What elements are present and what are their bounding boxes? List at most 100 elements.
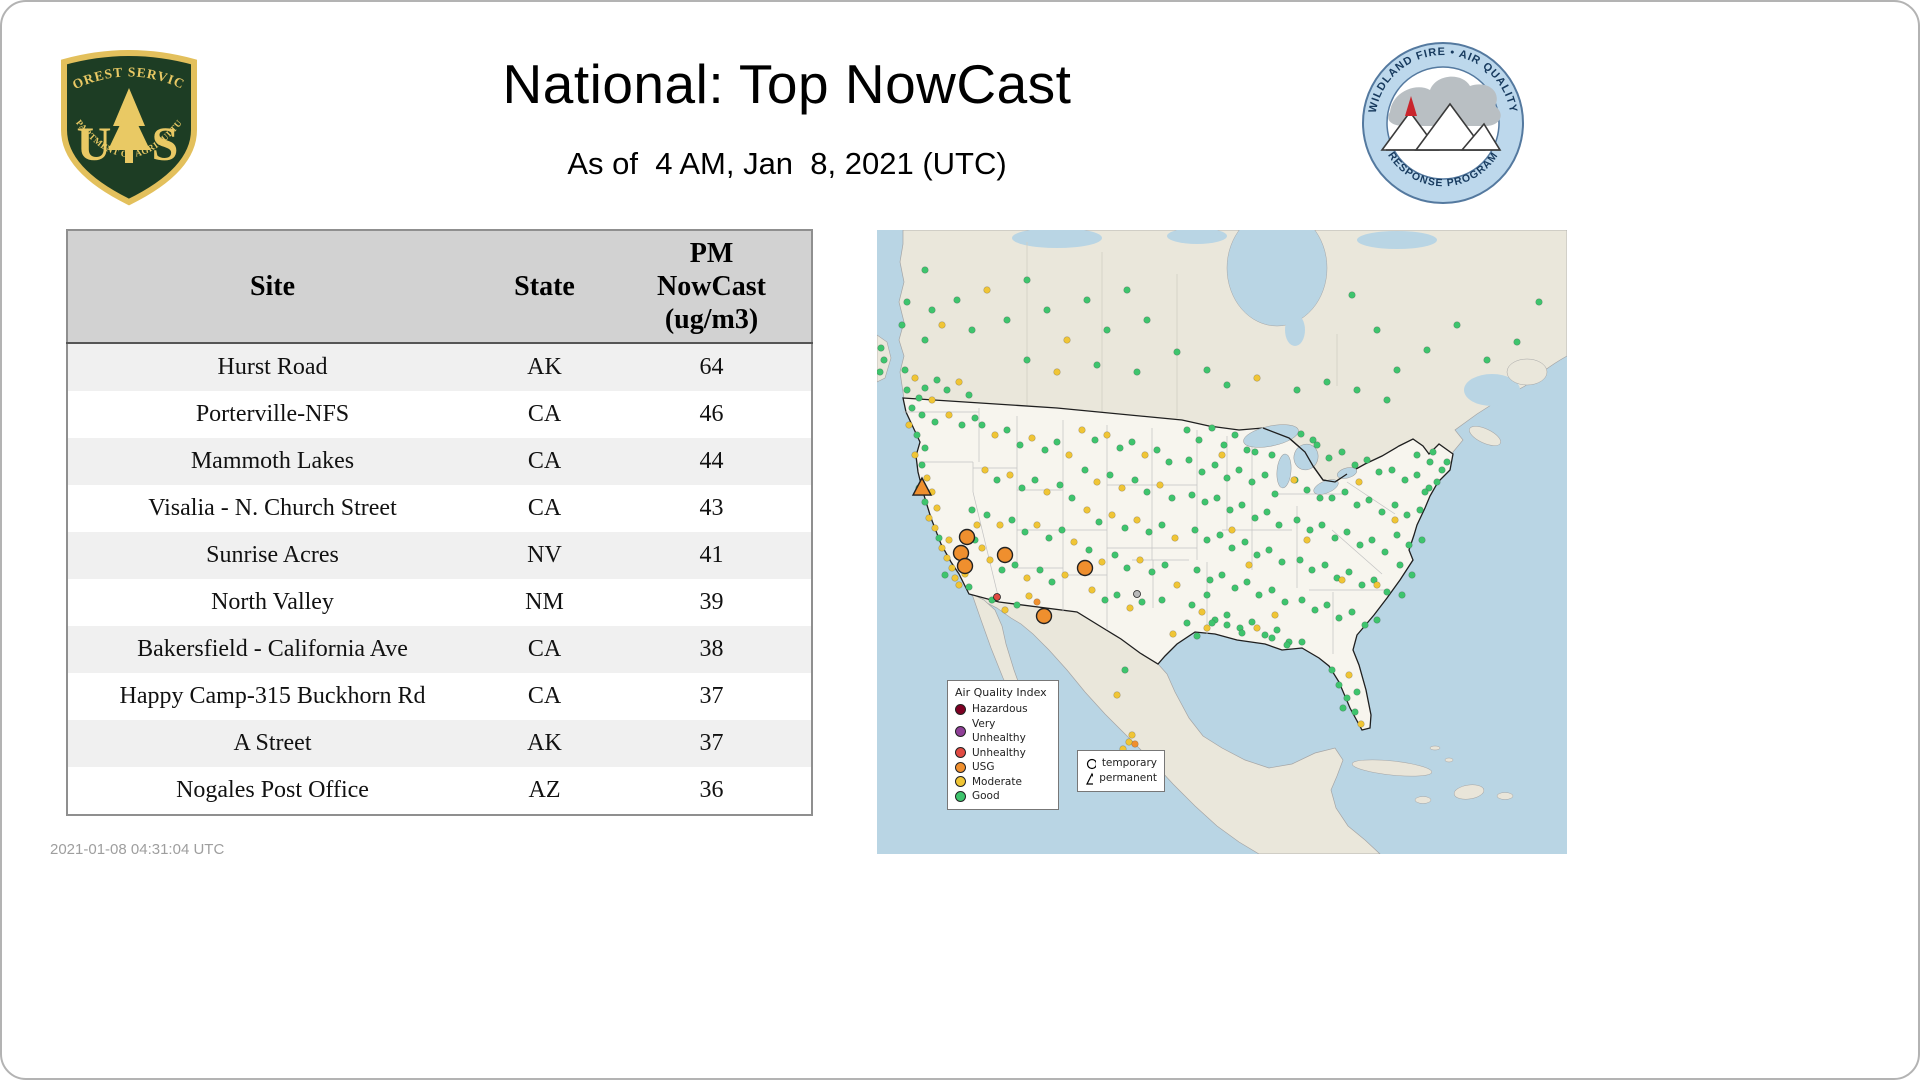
monitor-dot bbox=[918, 461, 926, 469]
aqi-legend: Air Quality Index Hazardous Very Unhealth… bbox=[947, 680, 1059, 810]
monitor-dot bbox=[1128, 438, 1136, 446]
monitor-dot bbox=[1443, 458, 1451, 466]
monitor-dot bbox=[1253, 374, 1261, 382]
monitor-dot bbox=[1341, 488, 1349, 496]
monitor-dot bbox=[1323, 378, 1331, 386]
monitor-dot bbox=[945, 411, 953, 419]
monitor-dot bbox=[1091, 436, 1099, 444]
aqi-legend-title: Air Quality Index bbox=[955, 686, 1047, 699]
state-cell: AZ bbox=[528, 777, 561, 804]
shape-legend-item: temporary bbox=[1085, 756, 1157, 771]
monitor-marker-circle bbox=[1076, 559, 1094, 577]
monitor-dot bbox=[1401, 476, 1409, 484]
monitor-dot bbox=[1370, 576, 1378, 584]
monitor-dot bbox=[1111, 551, 1119, 559]
monitor-dot bbox=[1198, 468, 1206, 476]
monitor-dot bbox=[1335, 614, 1343, 622]
monitor-dot bbox=[1298, 638, 1306, 646]
shape-legend-item: permanent bbox=[1085, 771, 1157, 786]
monitor-dot bbox=[918, 411, 926, 419]
monitor-dot bbox=[1429, 448, 1437, 456]
monitor-dot bbox=[1323, 601, 1331, 609]
monitor-dot bbox=[1413, 451, 1421, 459]
monitor-dot bbox=[943, 554, 951, 562]
monitor-dot bbox=[1173, 581, 1181, 589]
monitor-dot bbox=[1228, 544, 1236, 552]
monitor-dot bbox=[1008, 516, 1016, 524]
permanent-monitor-icon bbox=[1086, 772, 1094, 785]
monitor-dot bbox=[1003, 316, 1011, 324]
monitor-dot bbox=[925, 514, 933, 522]
monitor-dots-layer bbox=[877, 266, 1543, 753]
table-row: Happy Camp-315 Buckhorn Rd CA 37 bbox=[67, 673, 812, 721]
monitor-dot bbox=[1238, 629, 1246, 637]
monitor-dot bbox=[1133, 368, 1141, 376]
state-cell: NV bbox=[527, 542, 562, 569]
monitor-dot bbox=[898, 321, 906, 329]
monitor-dot bbox=[1153, 446, 1161, 454]
monitor-dot bbox=[1161, 561, 1169, 569]
monitor-dot bbox=[1158, 596, 1166, 604]
monitor-dot bbox=[1103, 431, 1111, 439]
border-through-lakes bbox=[1262, 427, 1348, 483]
table-row: Sunrise Acres NV 41 bbox=[67, 532, 812, 580]
monitor-dot bbox=[1373, 326, 1381, 334]
monitor-dot bbox=[1298, 596, 1306, 604]
monitor-marker-circle bbox=[956, 557, 974, 575]
monitor-dot bbox=[1169, 630, 1177, 638]
aqi-color-swatch bbox=[955, 703, 966, 715]
monitor-dot bbox=[1281, 598, 1289, 606]
monitor-dot bbox=[968, 506, 976, 514]
monitor-dot bbox=[1391, 516, 1399, 524]
monitor-dot bbox=[1273, 626, 1281, 634]
monitor-dot bbox=[1093, 478, 1101, 486]
monitor-dot bbox=[955, 378, 963, 386]
table-row: Bakersfield - California Ave CA 38 bbox=[67, 626, 812, 674]
monitor-dot bbox=[938, 321, 946, 329]
monitor-dot bbox=[1191, 526, 1199, 534]
table-row: Nogales Post Office AZ 36 bbox=[67, 767, 812, 816]
monitor-dot bbox=[1131, 740, 1139, 748]
monitor-dot bbox=[1231, 584, 1239, 592]
monitor-dot bbox=[1355, 478, 1363, 486]
monitor-dot bbox=[1368, 536, 1376, 544]
monitor-dot bbox=[1328, 666, 1336, 674]
monitor-dot bbox=[1223, 611, 1231, 619]
monitor-dot bbox=[1343, 528, 1351, 536]
page-subtitle: As of 4 AM, Jan 8, 2021 (UTC) bbox=[567, 146, 1007, 181]
james-bay bbox=[1285, 314, 1305, 346]
temporary-monitor-icon bbox=[1086, 758, 1096, 770]
monitor-dot bbox=[1348, 608, 1356, 616]
monitor-dot bbox=[943, 386, 951, 394]
monitor-dot bbox=[1296, 556, 1304, 564]
monitor-dot bbox=[951, 574, 959, 582]
monitor-dot bbox=[1116, 444, 1124, 452]
pm-value-cell: 39 bbox=[699, 589, 724, 616]
monitor-dot bbox=[1351, 708, 1359, 716]
monitor-dot bbox=[1211, 461, 1219, 469]
monitor-dot bbox=[1003, 426, 1011, 434]
monitor-dot bbox=[1271, 611, 1279, 619]
monitor-dot bbox=[953, 296, 961, 304]
monitor-dot bbox=[941, 571, 949, 579]
monitor-dot bbox=[1113, 691, 1121, 699]
monitor-dot bbox=[1421, 488, 1429, 496]
monitor-marker-circle bbox=[958, 528, 976, 546]
monitor-dot bbox=[1078, 426, 1086, 434]
monitor-dot bbox=[1006, 471, 1014, 479]
state-cell: CA bbox=[527, 401, 562, 428]
aqi-color-swatch bbox=[955, 761, 966, 773]
monitor-dot bbox=[1013, 601, 1021, 609]
aqi-color-swatch bbox=[955, 747, 966, 759]
monitor-dot bbox=[1173, 348, 1181, 356]
monitor-dot bbox=[1083, 296, 1091, 304]
monitor-dot bbox=[1351, 461, 1359, 469]
monitor-dot bbox=[1303, 536, 1311, 544]
arctic-water bbox=[1012, 230, 1437, 249]
monitor-dot bbox=[1378, 508, 1386, 516]
monitor-dot bbox=[965, 391, 973, 399]
monitor-dot bbox=[1513, 338, 1521, 346]
monitor-dot bbox=[921, 384, 929, 392]
monitor-dot bbox=[1053, 368, 1061, 376]
monitor-dot bbox=[1383, 396, 1391, 404]
